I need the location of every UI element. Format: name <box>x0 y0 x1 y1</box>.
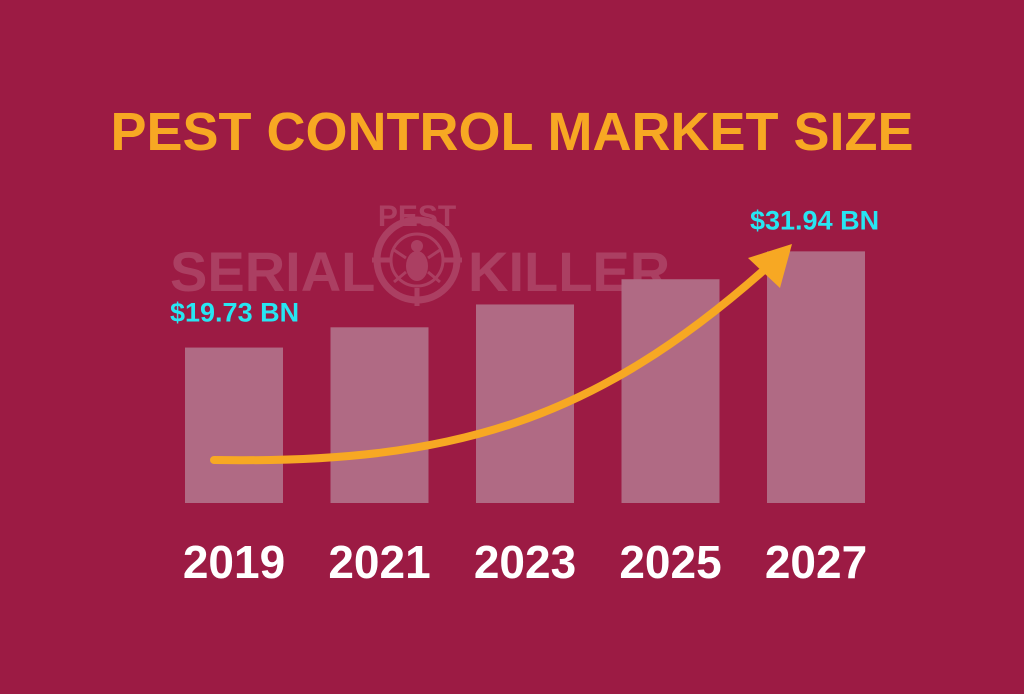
trend-arrow-head <box>748 244 792 288</box>
bar-2027 <box>767 251 865 503</box>
bar-2025 <box>621 279 720 503</box>
value-label-2027: $31.94 BN <box>750 205 879 235</box>
x-tick-label-2019: 2019 <box>183 536 285 588</box>
bug-crosshair-icon <box>372 216 462 306</box>
chart-title: PEST CONTROL MARKET SIZE <box>110 102 913 162</box>
x-tick-label-2023: 2023 <box>474 536 576 588</box>
x-tick-label-2021: 2021 <box>328 536 430 588</box>
x-tick-label-2027: 2027 <box>765 536 867 588</box>
watermark-left-text: SERIAL <box>170 240 375 303</box>
watermark-badge-text: PEST <box>378 200 456 233</box>
value-annotations: $19.73 BN $31.94 BN <box>170 205 879 327</box>
x-tick-label-2025: 2025 <box>619 536 721 588</box>
x-axis-tick-labels: 2019 2021 2023 2025 2027 <box>183 536 867 588</box>
trend-arrow <box>210 244 792 465</box>
value-label-2019: $19.73 BN <box>170 298 299 328</box>
bar-2021 <box>330 327 429 503</box>
bar-2019 <box>185 347 283 503</box>
watermark-logo: SERIAL PEST KILLER <box>170 200 670 306</box>
trend-arrow-line <box>210 266 768 465</box>
